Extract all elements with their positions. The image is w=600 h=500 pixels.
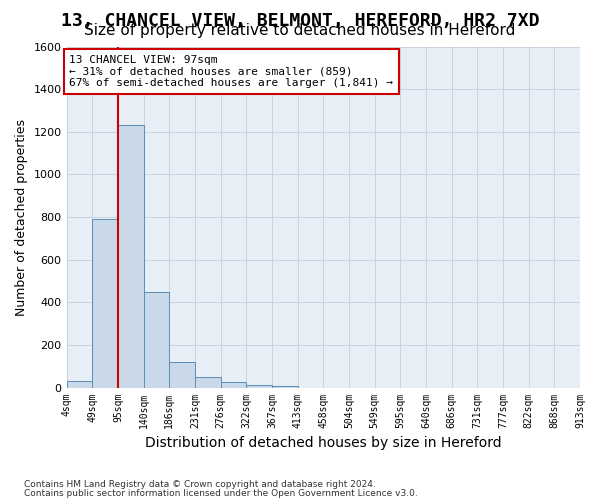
Bar	[92, 219, 118, 388]
Bar	[143, 292, 169, 388]
Bar	[169, 362, 195, 388]
Bar	[118, 126, 143, 388]
Bar	[67, 381, 92, 388]
X-axis label: Distribution of detached houses by size in Hereford: Distribution of detached houses by size …	[145, 436, 502, 450]
Text: Size of property relative to detached houses in Hereford: Size of property relative to detached ho…	[85, 24, 515, 38]
Text: Contains HM Land Registry data © Crown copyright and database right 2024.: Contains HM Land Registry data © Crown c…	[24, 480, 376, 489]
Text: 13 CHANCEL VIEW: 97sqm
← 31% of detached houses are smaller (859)
67% of semi-de: 13 CHANCEL VIEW: 97sqm ← 31% of detached…	[69, 55, 393, 88]
Bar	[221, 382, 246, 388]
Text: Contains public sector information licensed under the Open Government Licence v3: Contains public sector information licen…	[24, 489, 418, 498]
Y-axis label: Number of detached properties: Number of detached properties	[15, 118, 28, 316]
Bar	[195, 377, 221, 388]
Text: 13, CHANCEL VIEW, BELMONT, HEREFORD, HR2 7XD: 13, CHANCEL VIEW, BELMONT, HEREFORD, HR2…	[61, 12, 539, 30]
Bar	[246, 386, 272, 388]
Bar	[272, 386, 298, 388]
